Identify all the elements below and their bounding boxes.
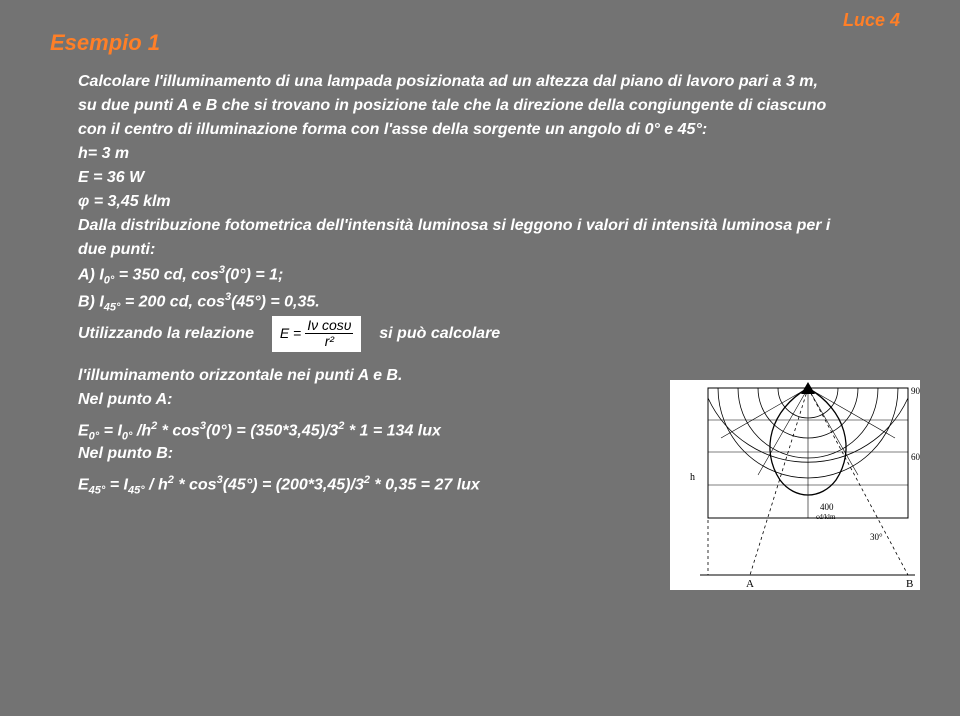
slide-label: Luce 4 bbox=[843, 10, 900, 31]
line-formula: Utilizzando la relazione E =Iν cosυr² si… bbox=[78, 316, 838, 352]
txt: (45°) = 0,35. bbox=[231, 293, 320, 310]
txt: * 0,35 = 27 lux bbox=[370, 477, 480, 494]
formula-den: r² bbox=[305, 334, 353, 349]
txt: E bbox=[78, 477, 89, 494]
txt: / h bbox=[145, 477, 168, 494]
diagram-label-90: 90° bbox=[911, 386, 920, 396]
sub: 45° bbox=[104, 302, 121, 314]
line-point-a: A) I0° = 350 cd, cos3(0°) = 1; bbox=[78, 262, 838, 289]
line-point-b: B) I45° = 200 cd, cos3(45°) = 0,35. bbox=[78, 289, 838, 316]
sub: 0° bbox=[89, 430, 100, 442]
formula-fraction: Iν cosυr² bbox=[305, 318, 353, 350]
txt: = 200 cd, cos bbox=[120, 293, 225, 310]
sub: 0° bbox=[122, 430, 133, 442]
txt: = 350 cd, cos bbox=[114, 266, 219, 283]
diagram-label-cd: 400 bbox=[820, 502, 834, 512]
txt: A) I bbox=[78, 266, 104, 283]
txt: B) I bbox=[78, 293, 104, 310]
example-title: Esempio 1 bbox=[50, 30, 910, 56]
txt: = I bbox=[105, 477, 128, 494]
slide-page: Luce 4 Esempio 1 Calcolare l'illuminamen… bbox=[0, 0, 960, 716]
diagram-label-h: h bbox=[690, 472, 695, 483]
sub: 45° bbox=[128, 485, 145, 497]
txt: (0°) = 1; bbox=[225, 266, 283, 283]
txt: * 1 = 134 lux bbox=[344, 422, 441, 439]
txt: E bbox=[78, 422, 89, 439]
paragraph-intro: Calcolare l'illuminamento di una lampada… bbox=[78, 70, 838, 142]
txt: (45°) = (200*3,45)/3 bbox=[223, 477, 364, 494]
txt: (0°) = (350*3,45)/3 bbox=[206, 422, 338, 439]
line-phi: φ = 3,45 klm bbox=[78, 190, 838, 214]
diagram-label-30: 30° bbox=[870, 532, 883, 542]
diagram-label-60: 60° bbox=[911, 452, 920, 462]
txt: * cos bbox=[174, 477, 217, 494]
diagram-label-B: B bbox=[906, 578, 913, 590]
photometric-diagram: h 90° 60° 30° 400 cd/klm A B bbox=[670, 380, 920, 590]
formula-num: Iν cosυ bbox=[305, 318, 353, 334]
txt: si può calcolare bbox=[379, 325, 500, 342]
txt: = I bbox=[99, 422, 122, 439]
txt: /h bbox=[132, 422, 151, 439]
paragraph-distrib: Dalla distribuzione fotometrica dell'int… bbox=[78, 214, 838, 262]
line-E: E = 36 W bbox=[78, 166, 838, 190]
txt: Utilizzando la relazione bbox=[78, 325, 254, 342]
formula-eq: E = bbox=[280, 325, 305, 341]
txt: * cos bbox=[157, 422, 200, 439]
sub: 45° bbox=[89, 485, 106, 497]
diagram-label-A: A bbox=[746, 578, 754, 590]
diagram-label-cdunit: cd/klm bbox=[816, 513, 836, 521]
body-text: Calcolare l'illuminamento di una lampada… bbox=[78, 70, 838, 412]
line-h: h= 3 m bbox=[78, 142, 838, 166]
formula-box: E =Iν cosυr² bbox=[272, 316, 362, 352]
sub: 0° bbox=[104, 275, 115, 287]
